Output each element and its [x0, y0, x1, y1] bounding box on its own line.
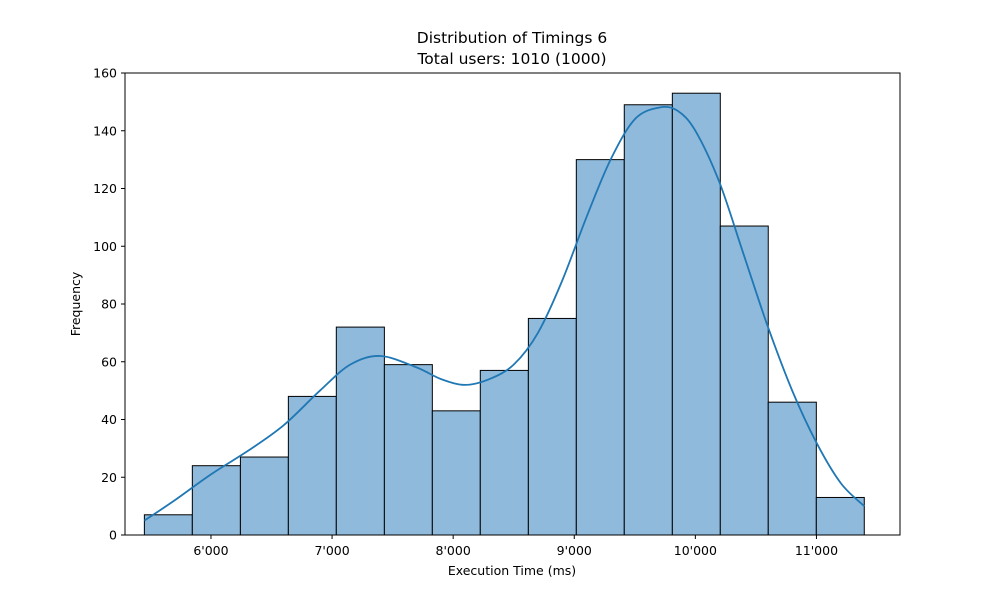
y-axis-ticks: 0 20 40 60 80 100 120 140 160	[93, 66, 125, 543]
y-tick-label: 120	[93, 181, 117, 196]
x-axis-ticks: 6'000 7'000 8'000 9'000 10'000 11'000	[193, 535, 838, 558]
bars-group	[143, 92, 865, 536]
y-tick-label: 100	[93, 239, 117, 254]
y-tick-label: 40	[101, 412, 117, 427]
x-axis-label: Execution Time (ms)	[448, 563, 576, 578]
histogram-bar	[143, 514, 193, 536]
chart-title: Distribution of Timings 6	[417, 29, 607, 47]
histogram-bar	[719, 225, 769, 536]
histogram-bar	[191, 465, 241, 536]
y-tick-label: 0	[109, 528, 117, 543]
histogram-bar	[335, 326, 385, 536]
y-tick-label: 80	[101, 297, 117, 312]
chart-subtitle: Total users: 1010 (1000)	[416, 50, 606, 68]
kde-curve	[143, 106, 865, 522]
histogram-bar	[623, 104, 673, 536]
x-tick-label: 10'000	[674, 543, 717, 558]
y-axis-label: Frequency	[68, 271, 83, 336]
histogram-bar	[431, 410, 481, 536]
x-tick-label: 11'000	[795, 543, 838, 558]
y-tick-label: 60	[101, 354, 117, 369]
y-tick-label: 20	[101, 470, 117, 485]
y-tick-label: 160	[93, 66, 117, 81]
x-tick-label: 8'000	[436, 543, 471, 558]
histogram-bar	[527, 317, 577, 536]
histogram-bar	[671, 92, 721, 536]
histogram-bar	[383, 364, 433, 536]
x-tick-label: 6'000	[193, 543, 228, 558]
x-tick-label: 9'000	[557, 543, 592, 558]
histogram-bar	[815, 496, 865, 536]
histogram-bar	[767, 401, 817, 536]
x-tick-label: 7'000	[314, 543, 349, 558]
y-tick-label: 140	[93, 123, 117, 138]
histogram-bar	[575, 159, 625, 536]
histogram-bar	[479, 369, 529, 536]
histogram-bar	[287, 395, 337, 536]
histogram-bar	[239, 456, 289, 536]
